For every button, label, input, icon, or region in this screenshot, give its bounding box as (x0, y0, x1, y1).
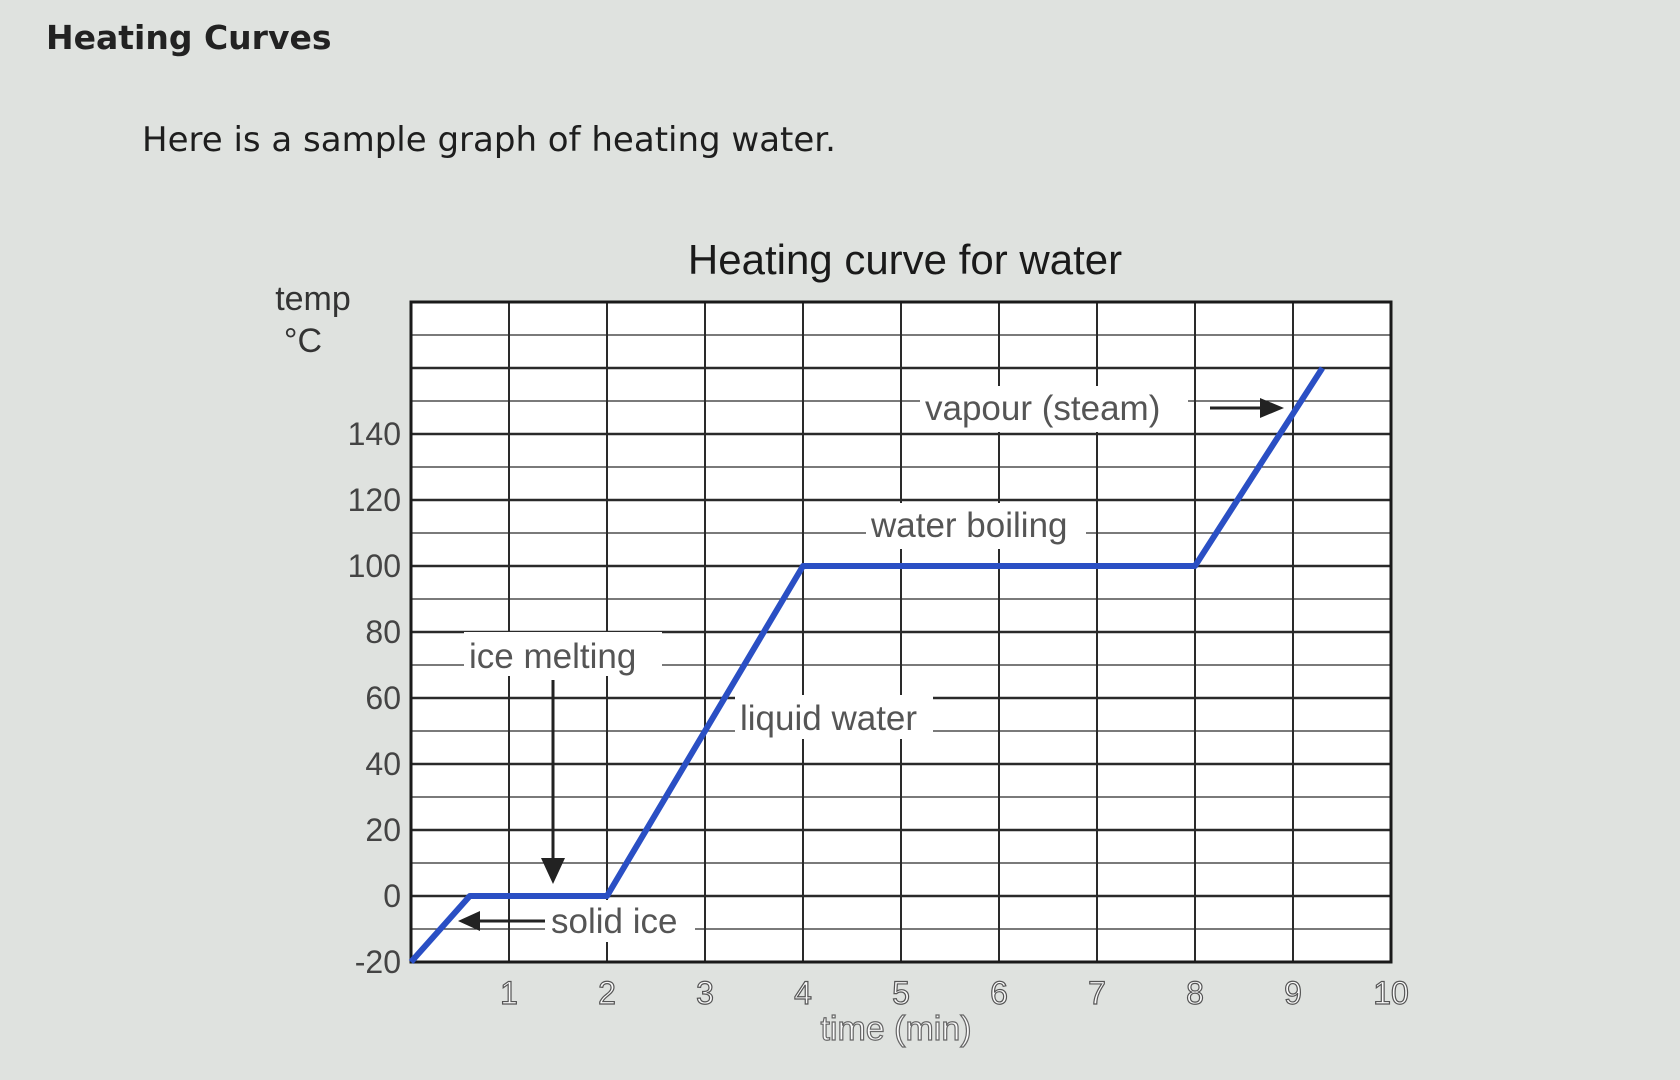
x-tick-label: 9 (1284, 975, 1302, 1011)
ice-melting-label-bg (464, 632, 662, 676)
vapour-arrow (1210, 398, 1284, 418)
solid-ice-label-bg (545, 900, 695, 942)
heating-curve-line (408, 366, 1325, 964)
plot-border (409, 300, 1393, 964)
chart-title: Heating curve for water (688, 236, 1122, 283)
water-boiling-label: water boiling (870, 506, 1068, 545)
x-tick-label: 5 (892, 975, 910, 1011)
x-tick-label: 1 (500, 975, 518, 1011)
ice-melting-arrow (541, 680, 565, 884)
y-tick-label: -20 (355, 944, 401, 980)
y-tick-label: 40 (365, 746, 401, 782)
y-tick-label: 20 (365, 812, 401, 848)
x-tick-label: 3 (696, 975, 714, 1011)
y-tick-label: 80 (365, 614, 401, 650)
x-tick-label: 8 (1186, 975, 1204, 1011)
liquid-water-label: liquid water (740, 699, 917, 738)
vapour-label: vapour (steam) (925, 389, 1160, 428)
water-boiling-label-bg (866, 503, 1086, 549)
y-tick-label: 0 (383, 878, 401, 914)
liquid-water-label-bg (735, 695, 933, 739)
vapour-label-bg (920, 386, 1188, 432)
x-tick-label: 6 (990, 975, 1008, 1011)
x-tick-label: 4 (794, 975, 812, 1011)
x-tick-label: 10 (1373, 975, 1409, 1011)
y-axis-label-line2: °C (284, 322, 322, 360)
y-tick-label: 60 (365, 680, 401, 716)
y-tick-label: 100 (348, 548, 401, 584)
page-heading: Heating Curves (46, 18, 332, 57)
y-axis-label-line1: temp (275, 280, 351, 318)
ice-melting-label: ice melting (469, 637, 636, 676)
x-tick-label: 2 (598, 975, 616, 1011)
x-tick-label: 7 (1088, 975, 1106, 1011)
x-axis-label: time (min) (820, 1010, 971, 1048)
solid-ice-label: solid ice (551, 902, 677, 941)
intro-text: Here is a sample graph of heating water. (142, 120, 836, 160)
y-tick-label: 140 (348, 416, 401, 452)
y-tick-label: 120 (348, 482, 401, 518)
